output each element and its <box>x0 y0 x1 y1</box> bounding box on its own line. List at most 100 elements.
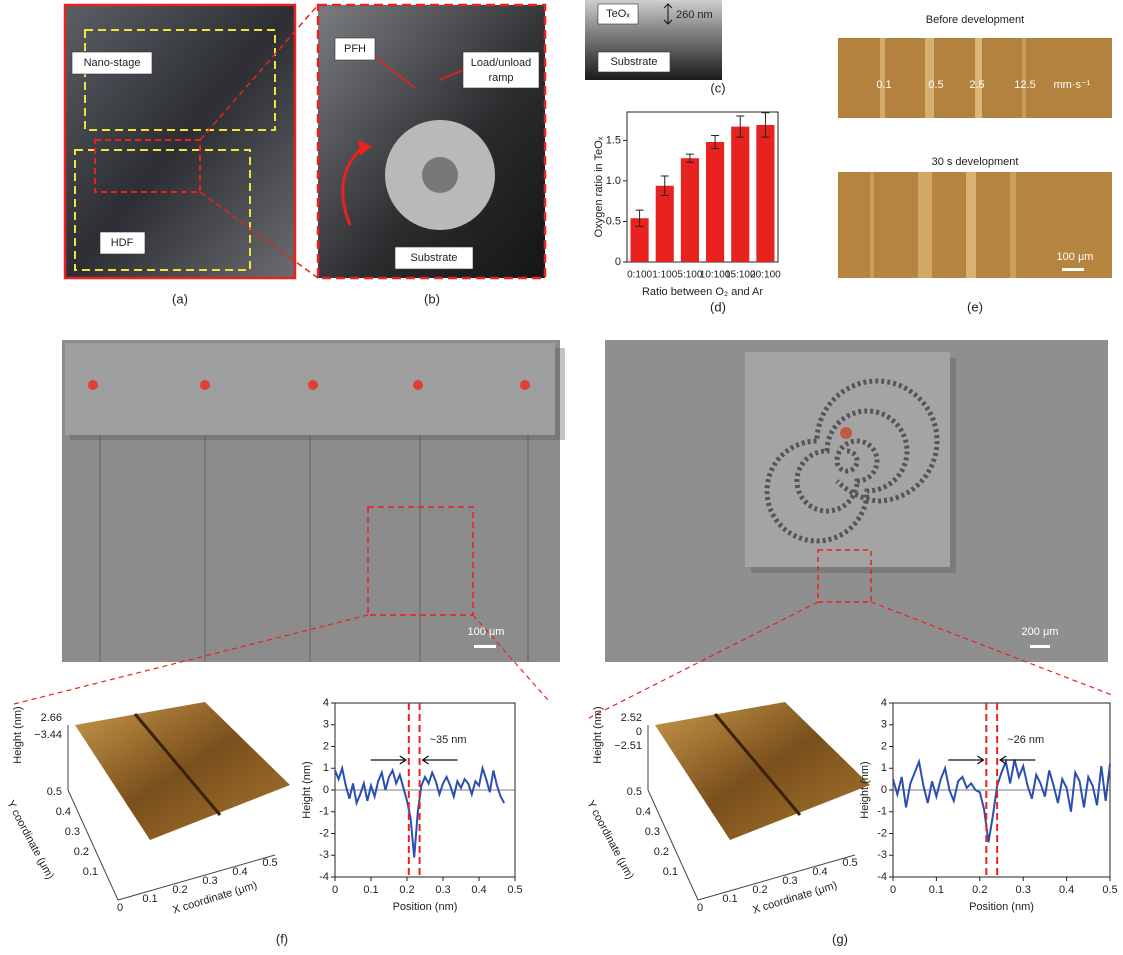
y-tick-label: 0.5 <box>47 786 62 798</box>
scale-label: 100 μm <box>468 626 505 638</box>
label: 0.5 <box>928 79 943 91</box>
label: 2.5 <box>969 79 984 91</box>
plot-frame <box>627 112 778 262</box>
y-tick-label: 0 <box>615 256 621 268</box>
y-tick-label: 0.5 <box>606 215 621 227</box>
label: ramp <box>488 72 513 84</box>
label: 12.5 <box>1014 79 1035 91</box>
y-axis-label: Height (nm) <box>301 761 313 818</box>
label: mm·s⁻¹ <box>1054 79 1091 91</box>
x-axis-label: Position (nm) <box>393 901 458 913</box>
page: Nano-stage HDF (a) PFH Load/unload ramp … <box>0 0 1123 955</box>
y-tick-label: -3 <box>877 849 887 861</box>
y-tick-label: 1.5 <box>606 134 621 146</box>
x-tick-label: 0.3 <box>202 875 217 887</box>
sem-c: TeOₓ 260 nm Substrate (c) <box>585 0 726 95</box>
x-tick-label: 0.1 <box>929 884 944 896</box>
arrow <box>948 756 1035 764</box>
y-label: Y coordinate (μm) <box>584 799 636 882</box>
x-tick-label: 0 <box>117 902 123 914</box>
x-tick-label: 0.5 <box>507 884 522 896</box>
x-tick-label: 0.3 <box>435 884 450 896</box>
bar <box>731 127 749 262</box>
annotation: ~35 nm <box>430 734 467 746</box>
y-tick-label: 1 <box>323 762 329 774</box>
label: Nano-stage <box>84 57 141 69</box>
arrow <box>371 756 458 764</box>
x-tick-label: 0.4 <box>812 866 827 878</box>
y-tick-label: -1 <box>877 806 887 818</box>
y-tick-label: 4 <box>323 697 329 709</box>
label: Load/unload <box>471 57 532 69</box>
z-tick-label: −2.51 <box>614 740 642 752</box>
title: Before development <box>926 14 1024 26</box>
x-tick-label: 0.2 <box>752 884 767 896</box>
label: HDF <box>111 237 134 249</box>
scale-label: 200 μm <box>1022 626 1059 638</box>
x-tick-label: 0.4 <box>232 866 247 878</box>
x-tick-label: 0.4 <box>471 884 486 896</box>
y-tick-label: 0 <box>323 784 329 796</box>
panel-label: (e) <box>967 299 983 314</box>
bar <box>706 142 724 262</box>
label: 0.1 <box>876 79 891 91</box>
z-tick-label: 2.66 <box>41 712 62 724</box>
z-label: Height (nm) <box>592 706 604 763</box>
z-tick-label: 2.52 <box>621 712 642 724</box>
x-tick-label: 0.1 <box>142 893 157 905</box>
title: 30 s development <box>932 156 1019 168</box>
y-tick-label: -1 <box>319 806 329 818</box>
scale-label: 100 μm <box>1057 251 1094 263</box>
y-tick-label: 1.0 <box>606 175 621 187</box>
x-tick-label: 1:100 <box>652 270 677 281</box>
y-tick-label: 0.3 <box>65 826 80 838</box>
bar <box>656 186 674 262</box>
x-tick-label: 0:100 <box>627 270 652 281</box>
x-axis-label: Position (nm) <box>969 901 1034 913</box>
label: TeOₓ <box>606 8 630 20</box>
bar <box>756 125 774 262</box>
x-tick-label: 0.3 <box>782 875 797 887</box>
x-tick-label: 0.1 <box>363 884 378 896</box>
panel-label: (a) <box>172 291 188 306</box>
y-tick-label: 0.2 <box>654 846 669 858</box>
y-tick-label: 0.1 <box>663 866 678 878</box>
y-tick-label: 2 <box>881 740 887 752</box>
y-tick-label: 0.2 <box>74 846 89 858</box>
y-tick-label: 4 <box>881 697 887 709</box>
x-tick-label: 0.5 <box>842 857 857 869</box>
y-tick-label: 0.5 <box>627 786 642 798</box>
label: Substrate <box>410 252 457 264</box>
panel-label: (d) <box>710 299 726 314</box>
y-tick-label: -2 <box>877 827 887 839</box>
x-tick-label: 0.5 <box>1102 884 1117 896</box>
sem-f: 100 μm (f) <box>10 340 565 946</box>
y-tick-label: 3 <box>323 719 329 731</box>
x-tick-label: 20:100 <box>750 270 781 281</box>
z-tick-label: 0 <box>636 726 642 738</box>
x-tick-label: 0.2 <box>172 884 187 896</box>
y-tick-label: 0.3 <box>645 826 660 838</box>
annotation: ~26 nm <box>1007 734 1044 746</box>
photo-b: PFH Load/unload ramp Substrate (b) <box>318 5 545 306</box>
line <box>893 760 1110 843</box>
x-tick-label: 0 <box>890 884 896 896</box>
x-axis-label: Ratio between O₂ and Ar <box>642 286 763 298</box>
y-tick-label: -4 <box>319 871 329 883</box>
optical-e: Before development 0.1 0.5 2.5 12.5 mm·s… <box>838 14 1112 315</box>
y-tick-label: 0.1 <box>83 866 98 878</box>
y-axis-label: Height (nm) <box>859 761 871 818</box>
label: Substrate <box>610 56 657 68</box>
x-tick-label: 0.3 <box>1016 884 1031 896</box>
label: 260 nm <box>676 9 713 21</box>
y-tick-label: 0 <box>881 784 887 796</box>
panel-label: (b) <box>424 291 440 306</box>
z-tick-label: −3.44 <box>34 729 62 741</box>
figure: Nano-stage HDF (a) PFH Load/unload ramp … <box>0 0 1123 955</box>
z-label: Height (nm) <box>12 706 24 763</box>
y-tick-label: -4 <box>877 871 887 883</box>
x-tick-label: 0.1 <box>722 893 737 905</box>
y-tick-label: 1 <box>881 762 887 774</box>
y-tick-label: -3 <box>319 849 329 861</box>
y-axis-label: Oxygen ratio in TeOₓ <box>593 136 605 237</box>
